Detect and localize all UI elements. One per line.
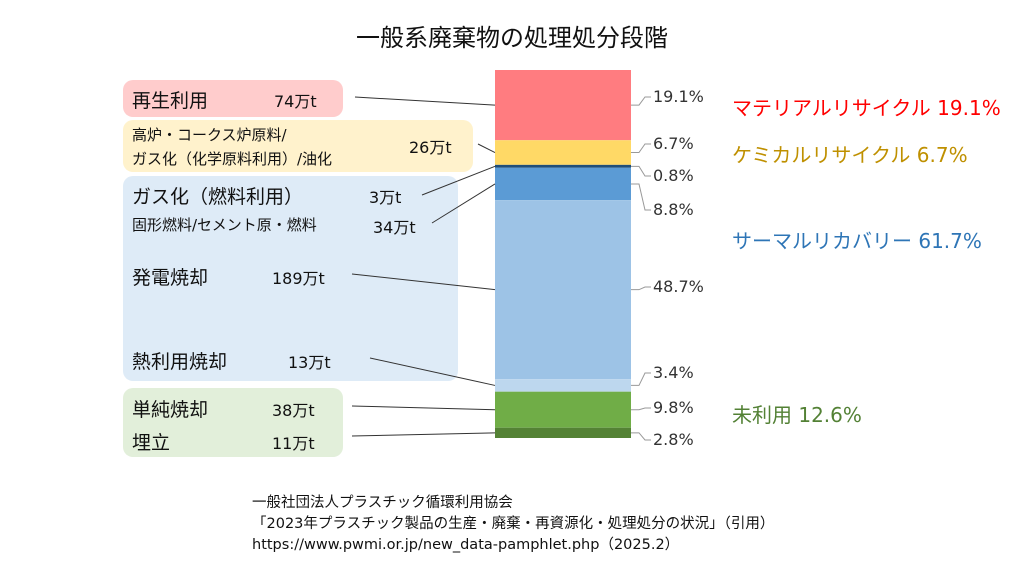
bar-segment-4 bbox=[495, 200, 631, 380]
label-saisei: 再生利用 bbox=[132, 90, 209, 112]
group-label-thermal: サーマルリカバリー 61.7% bbox=[732, 229, 982, 253]
thermal-box bbox=[123, 176, 458, 381]
group-label-chemical: ケミカルリサイクル 6.7% bbox=[732, 143, 968, 167]
amount-kouro: 26万t bbox=[409, 138, 452, 157]
label-kokei: 固形燃料/セメント原・燃料 bbox=[132, 216, 317, 234]
amount-netsu: 13万t bbox=[288, 353, 331, 372]
bar-segment-5 bbox=[495, 379, 631, 392]
leader-line-left-5 bbox=[369, 357, 496, 386]
source-line-3: https://www.pwmi.or.jp/new_data-pamphlet… bbox=[252, 537, 680, 553]
bar-segment-1 bbox=[495, 140, 631, 165]
percent-label-5: 3.4% bbox=[653, 363, 694, 382]
amount-gasuka: 3万t bbox=[369, 188, 402, 207]
leader-line-right-7 bbox=[631, 432, 651, 441]
leader-line-right-1 bbox=[631, 143, 651, 154]
leader-line-right-3 bbox=[631, 183, 651, 211]
leader-line-left-2 bbox=[421, 165, 496, 196]
leader-line-right-0 bbox=[631, 96, 651, 106]
material-box bbox=[123, 80, 343, 117]
leader-line-right-6 bbox=[631, 407, 651, 411]
bar-segment-6 bbox=[495, 391, 631, 428]
percent-label-7: 2.8% bbox=[653, 430, 694, 449]
leader-line-right-5 bbox=[631, 372, 651, 386]
chemical-box bbox=[123, 120, 473, 172]
leader-line-left-3 bbox=[431, 183, 496, 224]
bar-segment-3 bbox=[495, 167, 631, 201]
group-label-material: マテリアルリサイクル 19.1% bbox=[732, 96, 1001, 120]
percent-label-2: 0.8% bbox=[653, 166, 694, 185]
leader-line-left-4 bbox=[351, 273, 496, 291]
leader-line-left-1 bbox=[477, 143, 496, 153]
bar-segment-7 bbox=[495, 427, 631, 438]
unused-box bbox=[123, 388, 343, 457]
chart-title: 一般系廃棄物の処理処分段階 bbox=[356, 24, 668, 52]
percent-label-4: 48.7% bbox=[653, 277, 704, 296]
leader-line-right-2 bbox=[631, 165, 651, 177]
bar-segment-0 bbox=[495, 70, 631, 141]
leader-line-right-4 bbox=[631, 286, 651, 291]
label-kouro-line2: ガス化（化学原料利用）/油化 bbox=[132, 150, 333, 168]
amount-umetate: 11万t bbox=[272, 434, 315, 453]
leader-line-left-7 bbox=[351, 432, 496, 437]
label-kouro-line1: 高炉・コークス炉原料/ bbox=[132, 126, 287, 144]
bar-segment-2 bbox=[495, 164, 631, 168]
group-label-unused: 未利用 12.6% bbox=[732, 403, 862, 427]
source-line-2: 「2023年プラスチック製品の生産・廃棄・再資源化・処理処分の状況」（引用） bbox=[252, 516, 775, 532]
label-netsu: 熱利用焼却 bbox=[132, 351, 228, 373]
source-line-1: 一般社団法人プラスチック循環利用協会 bbox=[252, 495, 513, 511]
label-hatsuden: 発電焼却 bbox=[132, 267, 209, 289]
label-umetate: 埋立 bbox=[132, 432, 171, 454]
percent-label-1: 6.7% bbox=[653, 134, 694, 153]
amount-saisei: 74万t bbox=[274, 92, 317, 111]
label-gasuka: ガス化（燃料利用） bbox=[132, 186, 304, 208]
amount-tanjun: 38万t bbox=[272, 401, 315, 420]
leader-line-left-6 bbox=[351, 405, 496, 411]
amount-hatsuden: 189万t bbox=[272, 269, 325, 288]
label-tanjun: 単純焼却 bbox=[132, 399, 209, 421]
amount-kokei: 34万t bbox=[373, 218, 416, 237]
percent-label-6: 9.8% bbox=[653, 398, 694, 417]
percent-label-3: 8.8% bbox=[653, 200, 694, 219]
percent-label-0: 19.1% bbox=[653, 87, 704, 106]
leader-line-left-0 bbox=[354, 96, 496, 106]
